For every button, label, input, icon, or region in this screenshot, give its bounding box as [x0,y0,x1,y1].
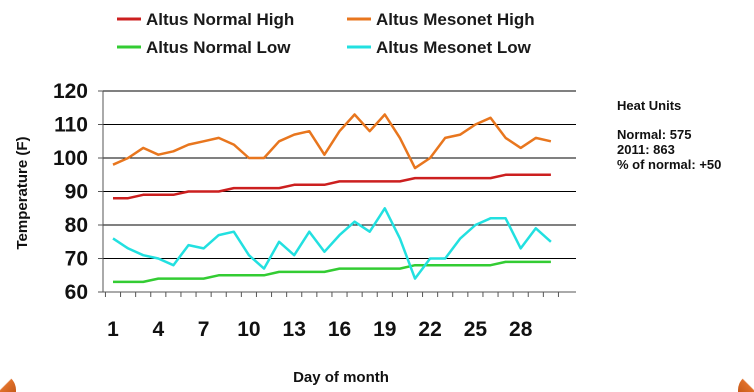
heat-units-title: Heat Units [617,98,682,113]
x-tick-label: 28 [509,318,533,341]
decorative-corner-left [0,374,16,392]
heat-units-percent: % of normal: +50 [617,157,722,172]
series-line-altus-mesonet-low [112,207,552,280]
heat-units-normal: Normal: 575 [617,127,692,142]
y-tick-label: 80 [65,214,88,237]
y-tick-label: 90 [65,181,88,204]
x-tick-label: 10 [237,318,260,341]
y-tick-label: 110 [54,114,88,137]
axes [98,90,576,297]
y-tick-label: 70 [65,248,88,271]
gridlines [103,90,576,259]
series-line-altus-normal-low [113,260,551,284]
x-tick-label: 1 [107,318,119,341]
x-tick-label: 22 [418,318,441,341]
series-lines [112,113,552,284]
legend: Altus Normal High Altus Mesonet High Altus… [117,10,535,57]
legend-label: Altus Mesonet High [376,10,535,29]
y-tick-label: 60 [65,281,88,304]
heat-units-year: 2011: 863 [617,142,675,157]
x-tick-label: 16 [328,318,351,341]
y-tick-labels: 60 70 80 90 100 110 120 [53,80,88,304]
x-tick-label: 25 [464,318,488,341]
x-axis-title: Day of month [293,369,389,386]
y-tick-label: 120 [53,80,88,103]
legend-label: Altus Normal High [146,10,294,29]
decorative-corner-right [738,374,754,392]
x-tick-label: 7 [198,318,210,341]
x-tick-label: 13 [283,318,306,341]
series-line-altus-normal-high [113,173,551,200]
x-tick-label: 4 [152,318,164,341]
y-axis-title: Temperature (F) [14,136,31,249]
x-tick-labels: 1 4 7 10 13 16 19 22 25 28 [107,318,533,341]
x-tick-label: 19 [373,318,396,341]
legend-label: Altus Normal Low [146,38,291,57]
legend-label: Altus Mesonet Low [376,38,532,57]
y-tick-label: 100 [53,147,88,170]
series-line-altus-mesonet-high [112,113,552,170]
heat-units-panel: Heat Units Normal: 575 2011: 863 % of no… [617,98,754,172]
